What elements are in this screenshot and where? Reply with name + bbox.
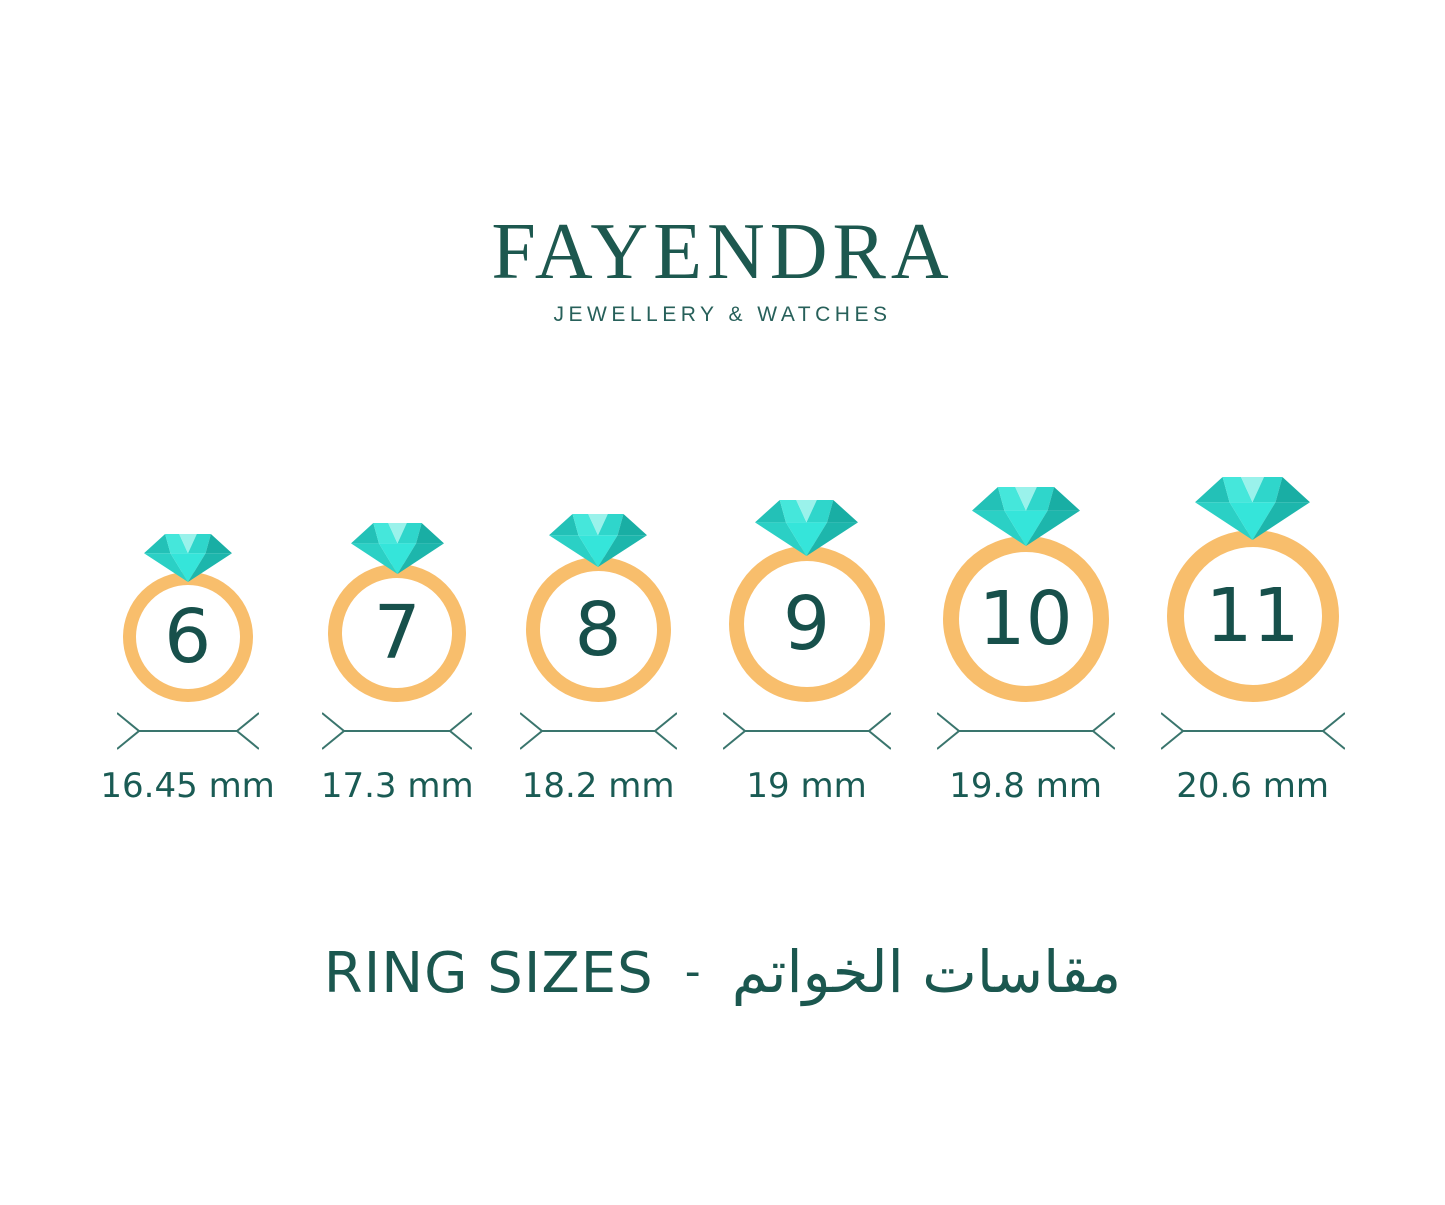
- ring-figure: 7: [328, 523, 467, 702]
- diamond-gem-icon: [755, 500, 859, 556]
- rings-row: 6 16.45 mm 7 17.3 mm 8 18.2 mm 9 19 mm 10 19.8 mm…: [0, 476, 1445, 806]
- ring-band: 8: [525, 557, 671, 702]
- caption-separator: -: [684, 946, 701, 997]
- ring-diameter-label: 19 mm: [746, 766, 867, 806]
- diamond-gem-icon: [971, 487, 1080, 546]
- dimension-double-arrow-icon: [322, 712, 473, 750]
- brand-tagline: JEWELLERY & WATCHES: [553, 303, 892, 326]
- ring-diameter-label: 19.8 mm: [949, 766, 1102, 806]
- ring-diameter-label: 18.2 mm: [521, 766, 675, 806]
- ring-diameter-label: 16.45 mm: [100, 766, 275, 806]
- ring-size-number: 10: [978, 576, 1073, 662]
- ring-item: 8 18.2 mm: [519, 514, 677, 806]
- ring-size-number: 9: [783, 581, 831, 667]
- diamond-gem-icon: [350, 523, 444, 574]
- ring-band: 7: [328, 564, 467, 702]
- ring-diameter-label: 20.6 mm: [1176, 766, 1329, 806]
- ring-size-number: 6: [164, 594, 212, 680]
- ring-band: 11: [1166, 530, 1339, 702]
- caption-english: RING SIZES: [323, 941, 654, 1006]
- ring-diameter-label: 17.3 mm: [320, 766, 474, 806]
- dimension-double-arrow-icon: [519, 712, 677, 750]
- ring-band: 6: [122, 572, 253, 702]
- ring-item: 7 17.3 mm: [321, 523, 474, 806]
- ring-size-number: 8: [574, 586, 622, 673]
- ring-figure: 9: [728, 500, 885, 702]
- diamond-gem-icon: [143, 534, 232, 582]
- ring-size-number: 11: [1205, 573, 1300, 659]
- dimension-double-arrow-icon: [116, 712, 259, 750]
- ring-band: 9: [728, 546, 885, 702]
- ring-figure: 10: [942, 487, 1109, 702]
- ring-figure: 6: [122, 534, 253, 702]
- ring-item: 9 19 mm: [722, 500, 891, 806]
- ring-item: 10 19.8 mm: [936, 487, 1115, 806]
- diamond-gem-icon: [1195, 477, 1311, 540]
- dimension-double-arrow-icon: [1160, 712, 1345, 750]
- dimension-double-arrow-icon: [936, 712, 1115, 750]
- dimension-double-arrow-icon: [722, 712, 891, 750]
- ring-band: 10: [942, 536, 1109, 702]
- ring-size-number: 7: [373, 590, 421, 676]
- diamond-gem-icon: [549, 514, 648, 567]
- ring-figure: 8: [525, 514, 671, 702]
- chart-caption: RING SIZES - مقاسات الخواتم: [0, 938, 1445, 1006]
- ring-item: 6 16.45 mm: [100, 534, 275, 806]
- ring-item: 11 20.6 mm: [1160, 477, 1345, 806]
- brand-logo: FAYENDRA JEWELLERY & WATCHES: [0, 212, 1445, 325]
- caption-arabic: مقاسات الخواتم: [731, 938, 1122, 1006]
- brand-name: FAYENDRA: [491, 208, 954, 296]
- ring-figure: 11: [1166, 477, 1339, 702]
